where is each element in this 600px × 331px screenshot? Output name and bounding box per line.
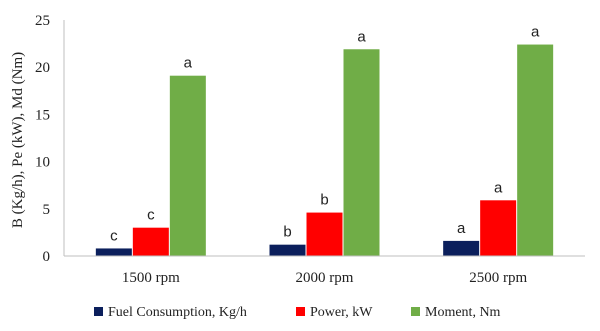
y-tick-label: 5 (43, 202, 51, 218)
legend-swatch (296, 307, 305, 316)
legend-label: Moment, Nm (425, 305, 501, 320)
legend-label: Power, kW (310, 305, 373, 320)
data-label: a (357, 28, 366, 45)
y-tick-label: 20 (35, 60, 50, 76)
data-label: a (457, 220, 466, 237)
legend-swatch (94, 307, 103, 316)
y-tick-label: 0 (43, 249, 51, 265)
x-tick-label: 2500 rpm (469, 270, 527, 286)
bar-fuel-consumption (96, 248, 132, 256)
bar-power (133, 228, 169, 256)
legend-label: Fuel Consumption, Kg/h (108, 305, 247, 320)
y-axis-ticks: 0 5 10 15 20 25 (35, 13, 50, 265)
bar-fuel-consumption (270, 245, 306, 256)
bar-moment (170, 76, 206, 256)
bar-power (307, 213, 343, 256)
y-axis-title: B (Kg/h), Pe (kW), Md (Nm) (10, 52, 26, 228)
bar-moment (517, 45, 553, 256)
data-label: c (147, 207, 155, 224)
data-label: a (184, 55, 193, 72)
x-tick-label: 1500 rpm (122, 270, 180, 286)
bar-power (480, 200, 516, 256)
legend-swatch (411, 307, 420, 316)
data-label: b (320, 192, 328, 209)
bar-fuel-consumption (443, 241, 479, 256)
y-tick-label: 25 (35, 13, 50, 29)
data-label: b (283, 224, 291, 241)
bars-group (96, 45, 553, 256)
x-tick-label: 2000 rpm (296, 270, 354, 286)
bar-moment (344, 49, 380, 256)
data-label: a (531, 24, 540, 41)
data-label: a (494, 179, 503, 196)
y-tick-label: 15 (35, 107, 50, 123)
category-labels: 1500 rpm 2000 rpm 2500 rpm (122, 270, 528, 286)
legend: Fuel Consumption, Kg/h Power, kW Moment, N… (94, 305, 501, 320)
data-label: c (110, 227, 118, 244)
y-tick-label: 10 (35, 155, 50, 171)
